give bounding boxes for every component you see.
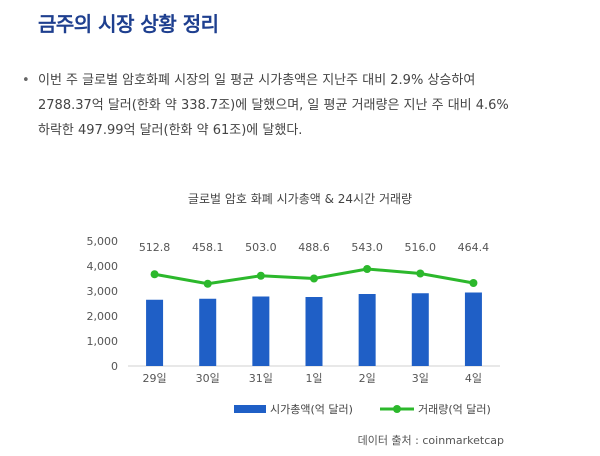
line-point — [256, 271, 265, 280]
page-title: 금주의 시장 상황 정리 — [38, 12, 219, 36]
bar — [464, 292, 482, 366]
data-label: 516.0 — [405, 241, 437, 254]
x-tick-label: 1일 — [305, 371, 322, 385]
legend-bar-swatch — [234, 405, 266, 413]
y-axis: 5,000 4,000 3,000 2,000 1,000 0 — [87, 235, 119, 373]
y-tick-label: 5,000 — [87, 235, 119, 248]
y-tick-label: 1,000 — [87, 335, 119, 348]
x-tick-label: 4일 — [465, 371, 482, 385]
x-axis: 29일 30일 31일 1일 2일 3일 4일 — [128, 365, 500, 385]
summary-line: 이번 주 글로벌 암호화폐 시장의 일 평균 시가총액은 지난주 대비 2.9%… — [38, 73, 476, 88]
data-label: 464.4 — [458, 241, 490, 254]
data-label: 458.1 — [192, 241, 224, 254]
data-label: 512.8 — [139, 241, 171, 254]
y-tick-label: 3,000 — [87, 285, 119, 298]
summary-line: 2788.37억 달러(한화 약 338.7조)에 달했으며, 일 평균 거래량… — [38, 98, 509, 113]
bar — [252, 296, 270, 366]
x-tick-label: 29일 — [143, 371, 167, 385]
chart-title: 글로벌 암호 화폐 시가총액 & 24시간 거래량 — [187, 192, 413, 206]
summary-line: 하락한 497.99억 달러(한화 약 61조)에 달했다. — [38, 123, 303, 138]
legend-label: 거래량(억 달러) — [418, 403, 491, 416]
bar — [358, 294, 376, 366]
line-point — [150, 270, 159, 279]
y-tick-label: 4,000 — [87, 260, 119, 273]
x-tick-label: 31일 — [249, 371, 273, 385]
line-point — [363, 265, 372, 273]
bar — [411, 293, 429, 366]
bar — [305, 297, 323, 366]
line-point — [469, 279, 478, 287]
line-point — [203, 279, 212, 288]
legend: 시가총액(억 달러) 거래량(억 달러) — [234, 403, 491, 416]
data-label: 543.0 — [351, 241, 383, 254]
bullet-marker: • — [22, 73, 30, 88]
y-tick-label: 2,000 — [87, 310, 119, 323]
data-label: 503.0 — [245, 241, 277, 254]
legend-line-marker — [393, 405, 401, 413]
bar-series — [146, 292, 482, 366]
y-tick-label: 0 — [111, 360, 118, 373]
x-tick-label: 30일 — [196, 371, 220, 385]
x-tick-label: 2일 — [359, 371, 376, 385]
data-source-note: 데이터 출처 : coinmarketcap — [357, 434, 504, 447]
legend-label: 시가총액(억 달러) — [270, 403, 353, 416]
bar — [199, 298, 217, 366]
bar — [146, 299, 164, 366]
data-label: 488.6 — [298, 241, 330, 254]
x-tick-label: 3일 — [412, 371, 429, 385]
line-series: 512.8 458.1 503.0 488.6 543.0 516.0 464.4 — [139, 241, 489, 288]
line-point — [310, 274, 318, 283]
line-point — [416, 269, 425, 278]
